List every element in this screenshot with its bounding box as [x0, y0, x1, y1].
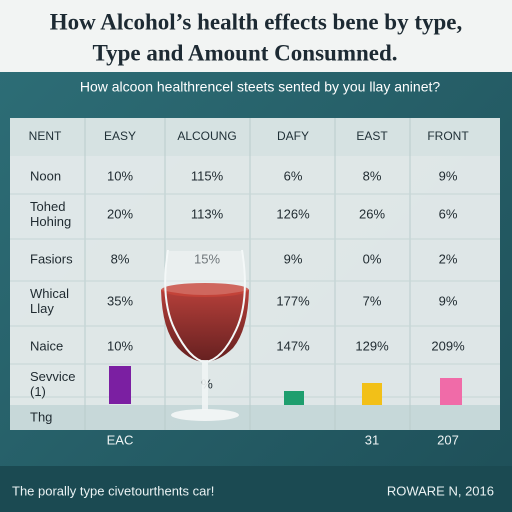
- title-band: [0, 0, 512, 72]
- subtitle: How alcoon healthrencel steets sented by…: [80, 79, 441, 95]
- cell-value: 26%: [359, 206, 385, 221]
- wine-glass: [161, 249, 249, 421]
- row-label: (1): [30, 384, 46, 399]
- column-header: NENT: [29, 129, 62, 143]
- cell-value: 147%: [276, 338, 310, 353]
- row-label: Tohed: [30, 199, 65, 214]
- cell-value: 10%: [107, 338, 133, 353]
- bottom-label: EAC: [107, 432, 134, 447]
- row-label: Noon: [30, 168, 61, 183]
- cell-value: 6%: [439, 206, 458, 221]
- table: NENT EASY ALCOUNG DAFY EAST FRONT Noon 10% 115% 6…: [10, 118, 500, 447]
- bar-purple: [109, 366, 131, 404]
- footer-left: The porally type civetourthents car!: [12, 483, 214, 498]
- table-background: [10, 118, 500, 430]
- row-label: Thg: [30, 409, 52, 424]
- cell-value: 7%: [363, 293, 382, 308]
- column-header: ALCOUNG: [177, 129, 236, 143]
- cell-value: 177%: [276, 293, 310, 308]
- bar-yellow: [362, 383, 382, 405]
- row-label: Hohing: [30, 214, 71, 229]
- cell-value: 9%: [439, 168, 458, 183]
- title-line: Type and Amount Consumned.: [92, 40, 397, 65]
- bottom-label: 31: [365, 432, 379, 447]
- row-label: Sevvice: [30, 369, 76, 384]
- cell-value: 0%: [363, 251, 382, 266]
- cell-value: 126%: [276, 206, 310, 221]
- cell-value: 8%: [363, 168, 382, 183]
- cell-value: 209%: [431, 338, 465, 353]
- row-label: Naice: [30, 338, 63, 353]
- row-label: Llay: [30, 301, 54, 316]
- cell-value: 35%: [107, 293, 133, 308]
- row-label: Whical: [30, 286, 69, 301]
- row-label: Fasiors: [30, 251, 73, 266]
- cell-value: 10%: [107, 168, 133, 183]
- bar-pink: [440, 378, 462, 405]
- column-header: FRONT: [427, 129, 469, 143]
- footer-band: [0, 466, 512, 512]
- title-line: How Alcohol’s health effects bene by typ…: [50, 9, 462, 34]
- cell-value: 129%: [355, 338, 389, 353]
- cell-value: 115%: [191, 168, 224, 183]
- column-header: DAFY: [277, 129, 309, 143]
- cell-value: 8%: [111, 251, 130, 266]
- footer-right: ROWARE N, 2016: [387, 483, 494, 498]
- cell-value: 9%: [439, 293, 458, 308]
- cell-value: 113%: [191, 206, 224, 221]
- table-header-band: [10, 118, 500, 156]
- table-last-row-band: [10, 405, 500, 430]
- cell-value: 9%: [284, 251, 303, 266]
- cell-value: 6%: [284, 168, 303, 183]
- column-header: EAST: [356, 129, 388, 143]
- column-header: EASY: [104, 129, 136, 143]
- cell-value: 20%: [107, 206, 133, 221]
- bar-green: [284, 391, 304, 405]
- cell-value: 2%: [439, 251, 458, 266]
- bottom-label: 207: [437, 432, 459, 447]
- cell-value: 15%: [194, 251, 220, 266]
